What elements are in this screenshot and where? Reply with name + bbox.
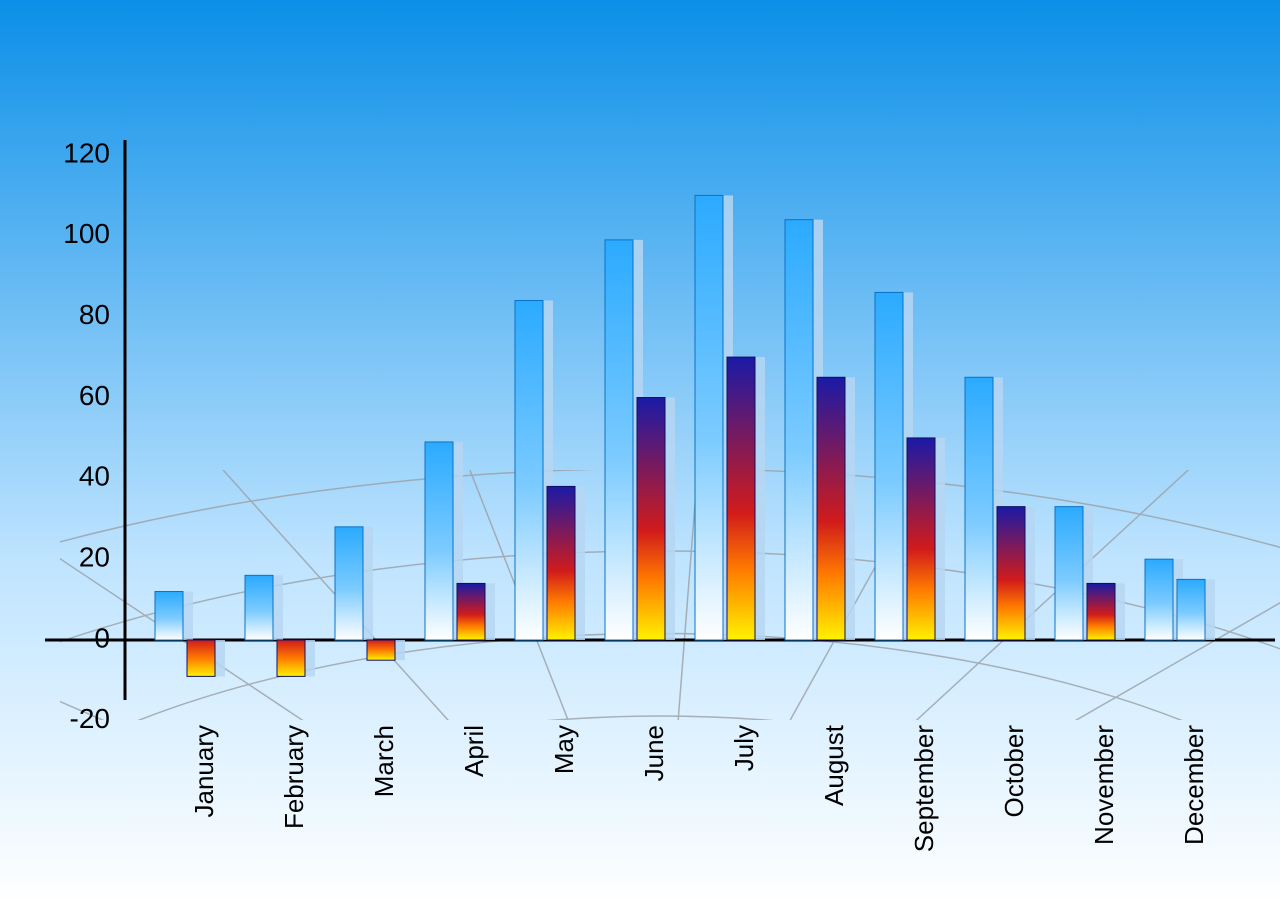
x-axis-label: July bbox=[729, 725, 775, 756]
x-axis-label-text: March bbox=[369, 725, 400, 797]
bar-series-b bbox=[1087, 583, 1115, 640]
bar-series-b bbox=[457, 583, 485, 640]
x-axis-label-text: April bbox=[459, 725, 490, 777]
y-tick-label: 120 bbox=[63, 137, 110, 168]
x-axis-label: January bbox=[189, 725, 282, 756]
y-tick-label: 40 bbox=[79, 461, 110, 492]
bar-series-a bbox=[875, 292, 903, 640]
bar-series-a bbox=[1055, 507, 1083, 640]
x-axis-label: June bbox=[639, 725, 695, 756]
bar-series-a bbox=[335, 527, 363, 640]
bar-series-b bbox=[997, 507, 1025, 640]
x-axis-label: February bbox=[279, 725, 383, 756]
x-axis-label-text: January bbox=[189, 725, 220, 818]
x-axis-label-text: June bbox=[639, 725, 670, 781]
bar-series-a bbox=[425, 442, 453, 640]
bar-series-b bbox=[817, 377, 845, 640]
y-tick-label: 0 bbox=[94, 622, 110, 653]
x-axis-label: May bbox=[549, 725, 598, 756]
chart-stage: -20020406080100120 JanuaryFebruaryMarchA… bbox=[0, 0, 1280, 905]
y-tick-label: 100 bbox=[63, 218, 110, 249]
x-axis-label-text: December bbox=[1179, 725, 1210, 845]
bar-series-a bbox=[695, 195, 723, 640]
x-axis-label-text: February bbox=[279, 725, 310, 829]
y-tick-label: 60 bbox=[79, 380, 110, 411]
bar-series-b bbox=[277, 640, 305, 676]
bar-series-a bbox=[965, 377, 993, 640]
y-tick-label: 80 bbox=[79, 299, 110, 330]
bar-series-b bbox=[547, 486, 575, 640]
x-axis-label: December bbox=[1179, 725, 1280, 756]
bar-series-a bbox=[245, 575, 273, 640]
x-axis-label-text: July bbox=[729, 725, 760, 771]
x-axis-label: August bbox=[819, 725, 900, 756]
x-axis-label-text: September bbox=[909, 725, 940, 852]
bar-series-b bbox=[907, 438, 935, 640]
y-tick-label: -20 bbox=[70, 703, 110, 734]
bar-series-a bbox=[155, 592, 183, 641]
bar-series-b bbox=[187, 640, 215, 676]
x-axis-label: April bbox=[459, 725, 511, 756]
bar-series-a bbox=[515, 301, 543, 641]
x-axis-label: October bbox=[999, 725, 1092, 756]
bar-series-a bbox=[785, 220, 813, 640]
bar-series-b bbox=[637, 398, 665, 641]
bar-series-b bbox=[367, 640, 395, 660]
y-tick-label: 20 bbox=[79, 542, 110, 573]
x-axis-label: March bbox=[369, 725, 441, 756]
x-axis-label-text: November bbox=[1089, 725, 1120, 845]
bar-series-b bbox=[727, 357, 755, 640]
x-axis-label-text: May bbox=[549, 725, 580, 774]
bar-series-a bbox=[605, 240, 633, 640]
x-axis-label-text: August bbox=[819, 725, 850, 806]
bar-series-b bbox=[1177, 579, 1205, 640]
bar-series-a bbox=[1145, 559, 1173, 640]
x-axis-label-text: October bbox=[999, 725, 1030, 818]
